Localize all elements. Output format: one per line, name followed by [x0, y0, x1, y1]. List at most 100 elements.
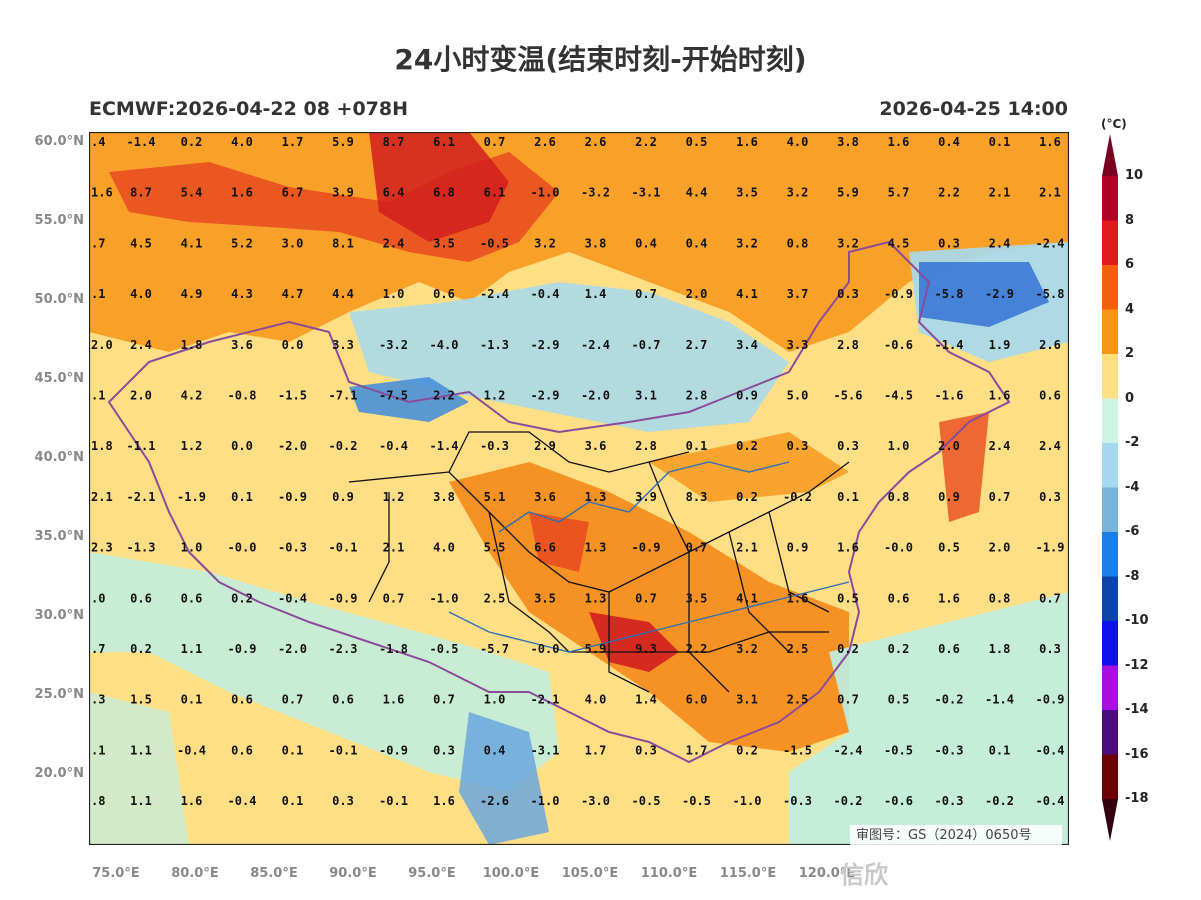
grid-value: -1.5: [783, 743, 812, 757]
grid-value: 0.5: [837, 591, 859, 605]
grid-value: 1.6: [383, 693, 405, 707]
grid-value: -0.3: [480, 439, 509, 453]
grid-value: -2.0: [278, 439, 307, 453]
grid-value: 1.8: [989, 642, 1011, 656]
legend-label: -14: [1125, 702, 1149, 717]
grid-value: 6.6: [534, 541, 556, 555]
grid-value: -2.4: [834, 743, 863, 757]
grid-value: -0.3: [935, 743, 964, 757]
grid-value: 0.6: [181, 591, 203, 605]
grid-value: -0.1: [329, 743, 358, 757]
legend-swatch: [1102, 710, 1118, 755]
grid-value: -3.2: [581, 186, 610, 200]
grid-value: -0.0: [531, 642, 560, 656]
grid-value: 4.2: [181, 389, 203, 403]
grid-value: 6.1: [484, 186, 506, 200]
grid-value: -0.9: [329, 591, 358, 605]
grid-value: 0.1: [989, 743, 1011, 757]
grid-value: 8.3: [686, 490, 708, 504]
latitude-label: 60.0°N: [34, 134, 84, 149]
grid-value: 2.4: [989, 236, 1011, 250]
yangtze-river: [448, 581, 850, 653]
grid-value: 3.8: [837, 135, 859, 149]
grid-value: 8.7: [130, 186, 152, 200]
grid-value: 1.3: [585, 490, 607, 504]
grid-value: 5.7: [888, 186, 910, 200]
grid-value: 2.9: [534, 439, 556, 453]
grid-value: 3.9: [332, 186, 354, 200]
grid-value: 0.1: [282, 743, 304, 757]
grid-value: 0.1: [686, 439, 708, 453]
edge-value: .7: [91, 236, 105, 250]
grid-value: -0.3: [783, 794, 812, 808]
grid-value: -2.4: [581, 338, 610, 352]
grid-value: 0.9: [736, 389, 758, 403]
hot-core-central: [589, 612, 679, 672]
legend-swatch: [1102, 176, 1118, 221]
grid-value: 1.6: [1039, 135, 1061, 149]
grid-value: 0.7: [1039, 591, 1061, 605]
grid-value: 4.0: [787, 135, 809, 149]
grid-value: 5.9: [585, 642, 607, 656]
grid-value: 0.3: [1039, 490, 1061, 504]
model-run-label: ECMWF:2026-04-22 08 +078H: [89, 98, 409, 120]
edge-value: .3: [91, 693, 105, 707]
grid-value: -2.1: [531, 693, 560, 707]
chart-title: 24小时变温(结束时刻-开始时刻): [394, 43, 807, 76]
grid-value: 0.7: [635, 591, 657, 605]
legend-label: 8: [1125, 212, 1135, 228]
grid-value: 0.8: [989, 591, 1011, 605]
grid-value: 2.8: [686, 389, 708, 403]
grid-value: -2.9: [985, 287, 1014, 301]
grid-value: 1.6: [231, 186, 253, 200]
grid-value: 1.2: [383, 490, 405, 504]
grid-value: -0.9: [228, 642, 257, 656]
grid-value: -1.9: [177, 490, 206, 504]
grid-value: -1.4: [127, 135, 156, 149]
grid-value: 0.8: [888, 490, 910, 504]
grid-value: -1.9: [1036, 541, 1065, 555]
grid-value: -0.7: [632, 338, 661, 352]
legend-arrow-bottom: [1102, 799, 1118, 841]
temperature-change-map: -1.4 0.2 4.0 1.7 5.9 8.7 6.1 0.7 2.6 2.6 2.2 0.5 1.6…: [89, 132, 1069, 845]
grid-value: -1.4: [935, 338, 964, 352]
grid-value: 2.2: [938, 186, 960, 200]
grid-value: 1.6: [787, 591, 809, 605]
grid-value: 3.5: [686, 591, 708, 605]
grid-value: 0.4: [635, 236, 657, 250]
grid-value: -0.2: [329, 439, 358, 453]
grid-value: 0.4: [938, 135, 960, 149]
grid-value: 3.7: [787, 287, 809, 301]
grid-value: -0.3: [935, 794, 964, 808]
legend-swatch: [1102, 443, 1118, 488]
grid-value: -1.8: [379, 642, 408, 656]
grid-value: -0.6: [884, 338, 913, 352]
legend-label: 0: [1125, 390, 1135, 406]
grid-value: -0.5: [480, 236, 509, 250]
grid-value: -1.0: [531, 794, 560, 808]
grid-value: 4.3: [231, 287, 253, 301]
grid-value: 0.9: [938, 490, 960, 504]
legend-swatch: [1102, 265, 1118, 310]
grid-value: 0.2: [130, 642, 152, 656]
grid-value: -0.1: [329, 541, 358, 555]
grid-value: 6.0: [686, 693, 708, 707]
grid-value: 4.5: [888, 236, 910, 250]
grid-value: 2.8: [635, 439, 657, 453]
grid-value: 2.2: [433, 389, 455, 403]
grid-value: -2.0: [278, 642, 307, 656]
grid-value: 0.5: [938, 541, 960, 555]
yellow-river: [498, 461, 790, 533]
grid-value: 0.2: [736, 490, 758, 504]
legend-label: -2: [1125, 435, 1140, 450]
grid-value: 0.7: [989, 490, 1011, 504]
grid-value: 0.6: [130, 591, 152, 605]
legend-label: -12: [1125, 657, 1149, 673]
legend-label: 2: [1125, 346, 1135, 361]
edge-value-labels: .4 1.6 .7 .1 2.0 .1 1.8 2.1 2.3 .0 .7 .3 .1 .8: [91, 135, 113, 808]
grid-value: 3.8: [433, 490, 455, 504]
grid-value: 0.2: [736, 439, 758, 453]
grid-value: 1.7: [686, 743, 708, 757]
grid-value: 0.7: [686, 541, 708, 555]
grid-value: 0.3: [837, 439, 859, 453]
